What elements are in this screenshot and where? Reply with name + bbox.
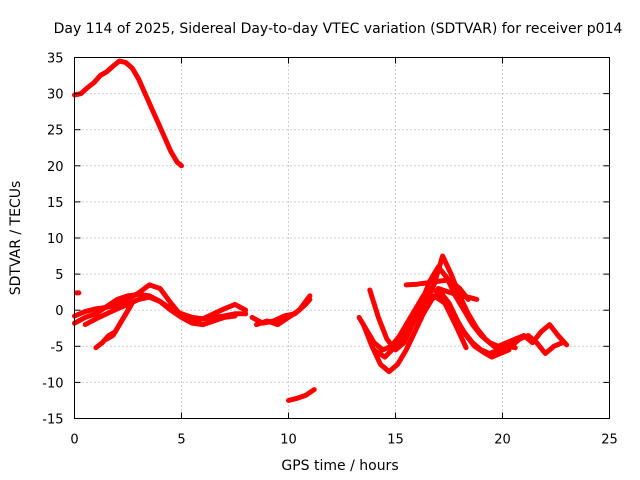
x-tick-label: 15 xyxy=(387,433,404,448)
y-tick-labels: -15 -10 -5 0 5 10 15 20 25 30 35 xyxy=(42,52,63,428)
y-tick-label: 5 xyxy=(55,268,63,283)
x-tick-label: 5 xyxy=(177,433,185,448)
x-tick-label: 25 xyxy=(601,433,618,448)
series-arc-o xyxy=(399,293,469,351)
y-tick-label: 10 xyxy=(47,232,64,247)
series-arc-j xyxy=(286,387,317,403)
series-arc-g xyxy=(104,300,135,342)
y-tick-label: 25 xyxy=(47,124,64,139)
y-tick-label: 0 xyxy=(55,304,63,319)
series-arc-i xyxy=(253,293,313,328)
x-tick-label: 20 xyxy=(494,433,511,448)
series-arc-q xyxy=(435,286,480,302)
y-tick-label: -15 xyxy=(42,413,63,428)
y-tick-label: 30 xyxy=(47,88,64,103)
y-axis-label: SDTVAR / TECUs xyxy=(8,181,24,296)
x-tick-label: 10 xyxy=(280,433,297,448)
series-arc-e xyxy=(82,294,238,328)
series-arc-d xyxy=(72,282,249,324)
y-tick-label: -5 xyxy=(51,340,64,355)
grid xyxy=(74,57,610,419)
series-layer xyxy=(72,58,570,403)
tick-marks xyxy=(74,57,610,419)
chart-title: Day 114 of 2025, Sidereal Day-to-day VTE… xyxy=(54,21,623,37)
y-tick-label: -10 xyxy=(42,376,63,391)
y-tick-label: 35 xyxy=(47,52,64,67)
series-arc-p xyxy=(403,277,471,302)
x-tick-labels: 0 5 10 15 20 25 xyxy=(70,433,617,448)
x-tick-label: 0 xyxy=(70,433,78,448)
series-arc-a xyxy=(72,58,184,169)
y-tick-label: 15 xyxy=(47,196,64,211)
y-tick-label: 20 xyxy=(47,160,64,175)
x-axis-label: GPS time / hours xyxy=(281,458,398,474)
